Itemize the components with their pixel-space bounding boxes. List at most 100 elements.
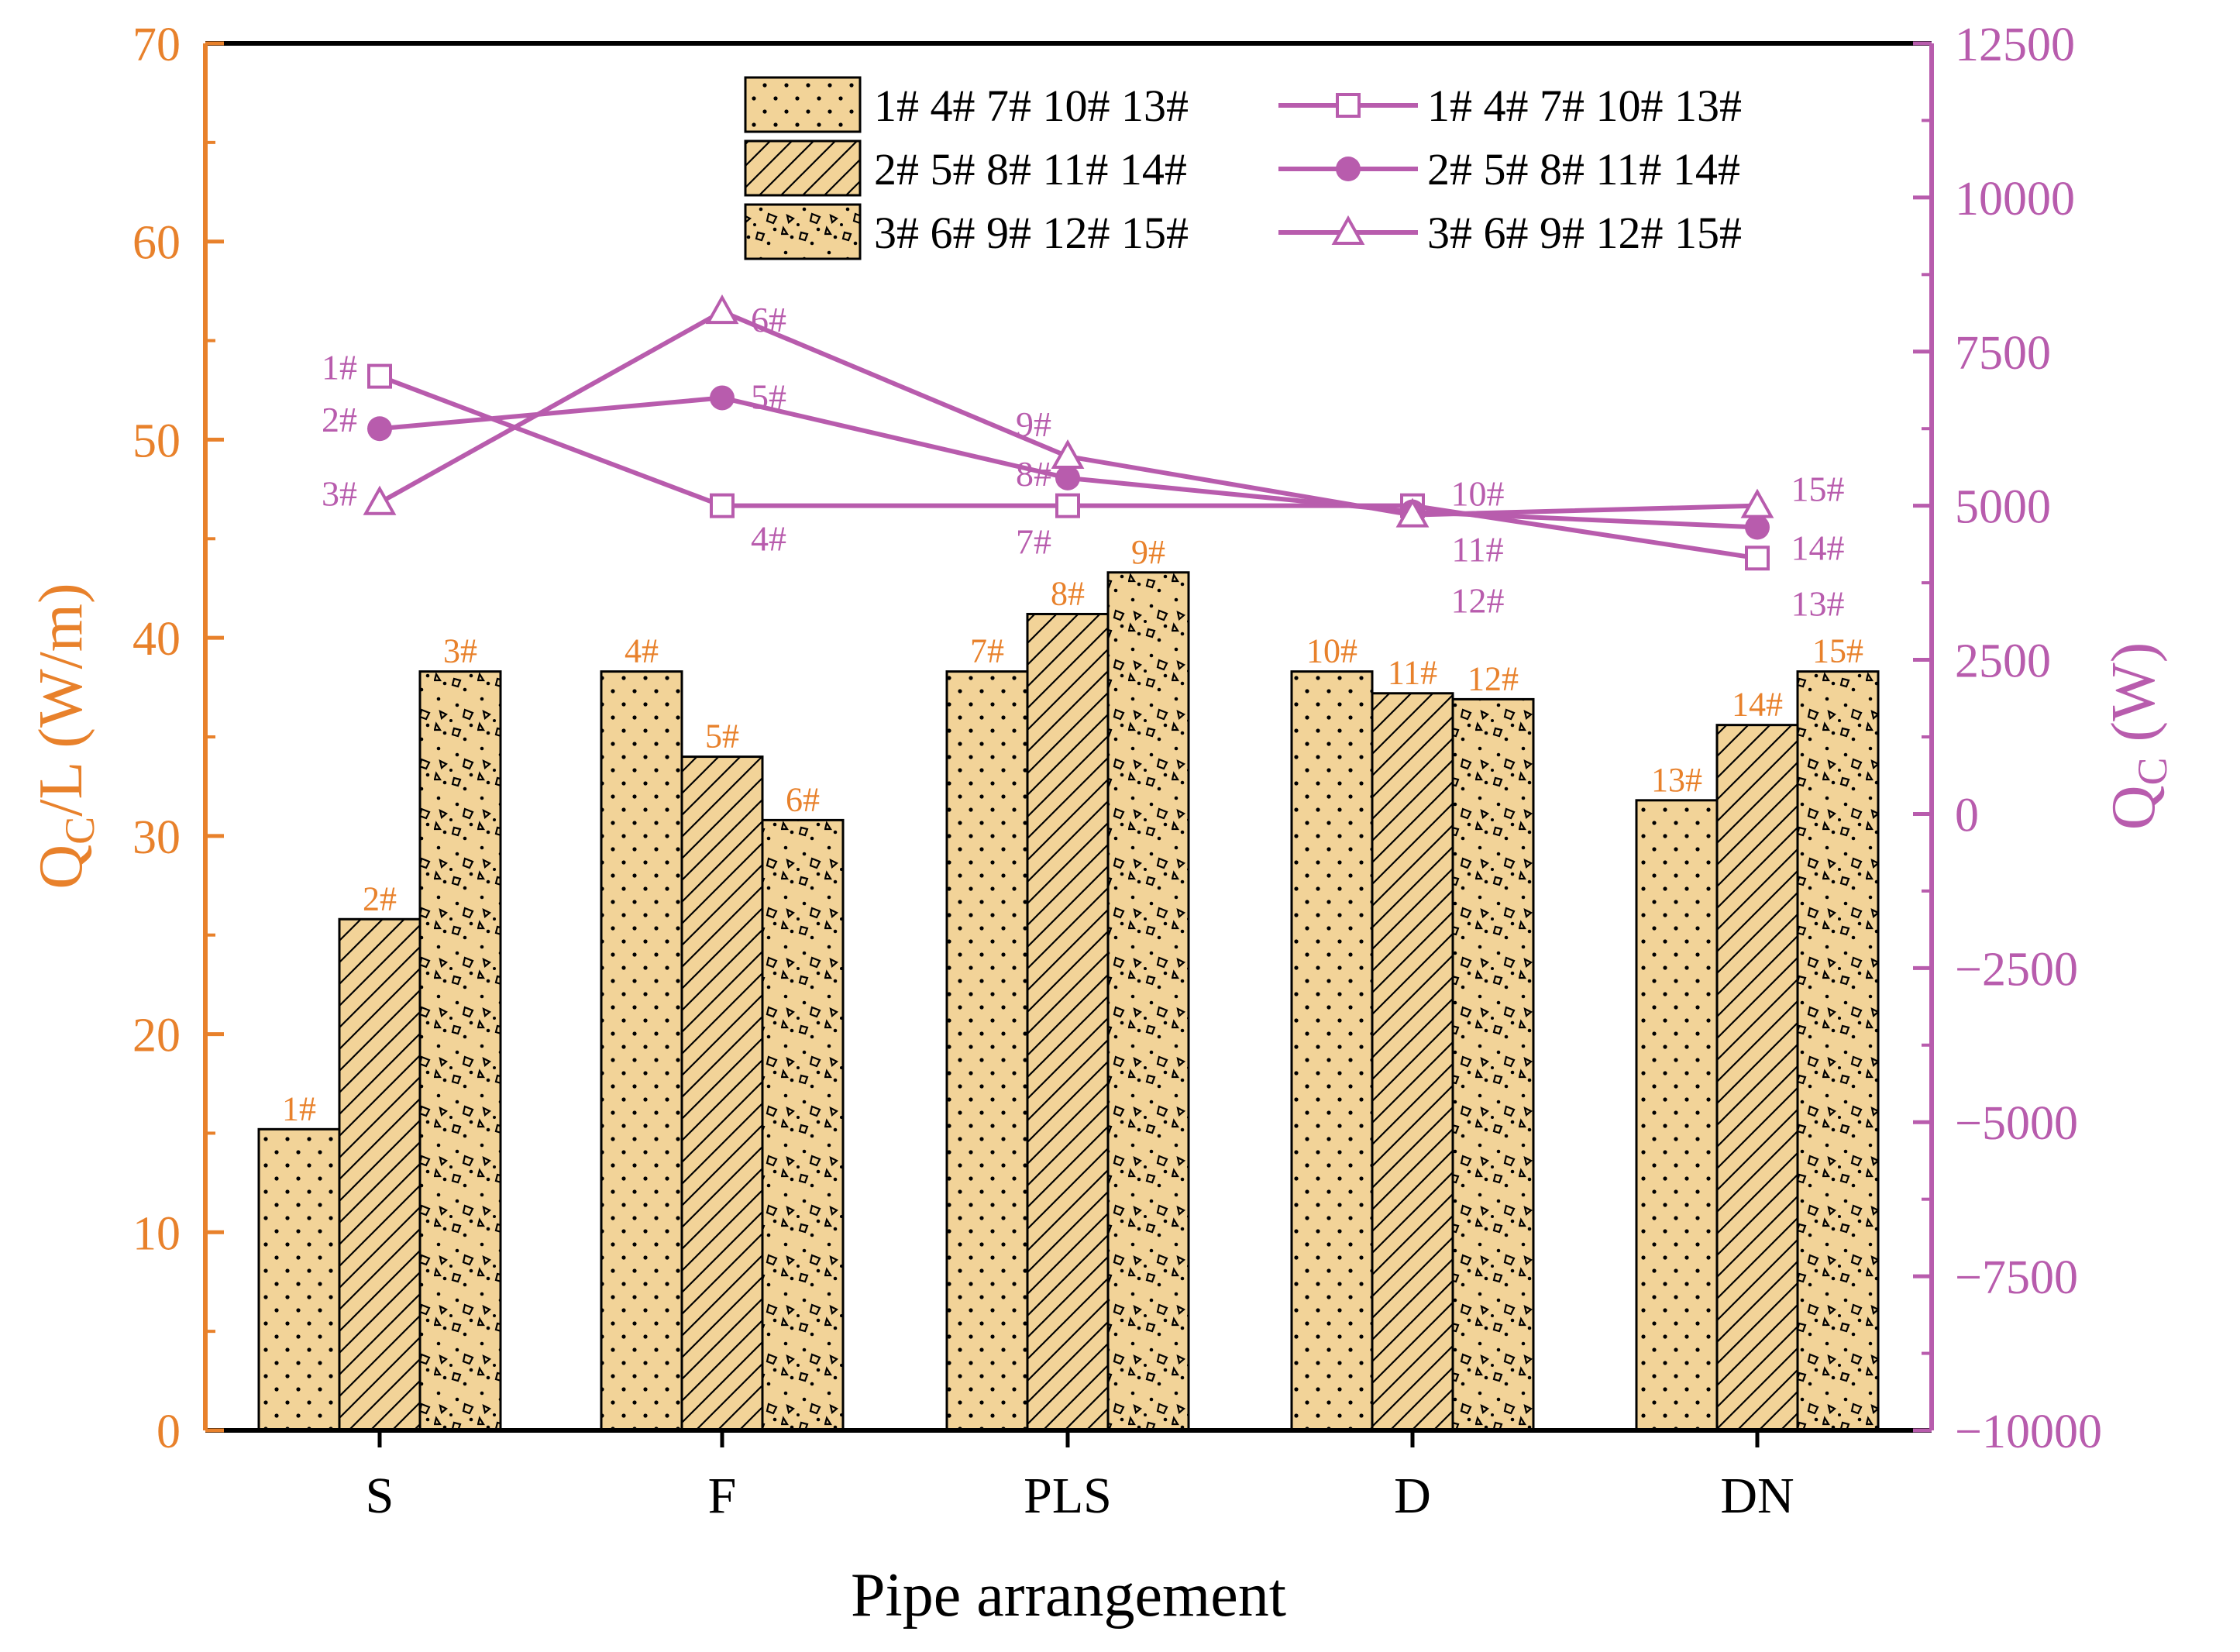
point-data-label: 11# — [1451, 530, 1503, 570]
square-marker — [367, 363, 392, 389]
legend: 1# 4# 7# 10# 13# 2# 5# 8# 11# 14# 3# 6# … — [744, 76, 1742, 260]
circle-marker — [710, 385, 735, 411]
right-tick-label: −10000 — [1955, 1406, 2102, 1458]
left-tick-label: 10 — [132, 1207, 181, 1260]
bar — [257, 1127, 341, 1432]
bar — [1106, 571, 1190, 1432]
triangle-marker — [705, 294, 739, 325]
left-tick-label: 60 — [132, 217, 181, 270]
bar-data-label: 7# — [970, 632, 1004, 670]
right-tick-label: 2500 — [1955, 635, 2051, 688]
bar-data-label: 14# — [1732, 686, 1783, 724]
triangle-marker — [1395, 497, 1430, 528]
legend-label-bar-concrete: 3# 6# 9# 12# 15# — [874, 208, 1189, 258]
point-data-label: 6# — [751, 300, 786, 339]
square-marker — [1055, 493, 1080, 518]
bar — [338, 917, 422, 1432]
bar — [1796, 670, 1880, 1432]
left-tick-label: 30 — [132, 811, 181, 864]
point-label-group: 1# 4# 7# 10# 13# 2# 5# 8# 11# 14# 3# 6# 9# 12# 15# — [322, 300, 1845, 623]
point-data-label: 13# — [1791, 583, 1845, 623]
x-axis-title: Pipe arrangement — [851, 1561, 1286, 1630]
left-axis-title-sub: C — [57, 817, 103, 845]
right-tick-label: −5000 — [1955, 1097, 2078, 1150]
bar-label-group: 1# 4# 7# 10# 13# 2# 5# 8# 11# 14# 3# 6# 9# 12# 15# — [282, 533, 1863, 1128]
point-data-label: 15# — [1791, 470, 1845, 509]
legend-item-line-triangle: 3# 6# 9# 12# 15# — [1278, 208, 1742, 258]
legend-label-line-triangle: 3# 6# 9# 12# 15# — [1427, 208, 1742, 258]
bar-data-label: 13# — [1651, 761, 1702, 799]
point-data-label: 12# — [1451, 581, 1505, 621]
legend-marker-circle — [1336, 157, 1361, 181]
circle-marker — [1745, 515, 1770, 540]
right-axis-title-base: Q — [2100, 786, 2168, 831]
bar — [1715, 724, 1799, 1432]
legend-swatch-hatch — [744, 139, 862, 197]
right-tick-label: 0 — [1955, 789, 1979, 841]
bar-data-label: 6# — [786, 780, 820, 818]
bar-data-label: 15# — [1812, 632, 1863, 670]
bar-data-label: 8# — [1051, 574, 1085, 612]
triangle-marker — [1051, 439, 1085, 470]
right-tick-label: 12500 — [1955, 19, 2075, 71]
bar — [418, 670, 502, 1432]
right-tick-label: −2500 — [1955, 943, 2078, 996]
legend-item-line-square: 1# 4# 7# 10# 13# — [1278, 81, 1742, 131]
left-axis-title-base: Q — [27, 845, 95, 890]
right-tick-label: 10000 — [1955, 173, 2075, 225]
right-tick-label: 7500 — [1955, 327, 2051, 380]
right-axis-title-sub: C — [2129, 757, 2176, 785]
category-axis-ticks: S F PLS D DN — [366, 1430, 1794, 1524]
right-axis-title-rest: (W) — [2100, 642, 2168, 758]
left-axis-title-rest: /L (W/m) — [27, 583, 95, 816]
right-axis-title: QC (W) — [2100, 642, 2176, 831]
square-marker — [1745, 546, 1770, 571]
circle-marker — [1055, 465, 1080, 490]
bar — [600, 670, 683, 1432]
left-tick-label: 50 — [132, 415, 181, 467]
category-tick-label: PLS — [1024, 1468, 1112, 1524]
bar — [761, 818, 845, 1432]
legend-item-bar-hatch: 2# 5# 8# 11# 14# — [744, 139, 1187, 197]
left-tick-label: 40 — [132, 613, 181, 666]
legend-item-bar-dots: 1# 4# 7# 10# 13# — [744, 76, 1189, 133]
right-tick-label: 5000 — [1955, 481, 2051, 534]
legend-item-bar-concrete: 3# 6# 9# 12# 15# — [744, 203, 1189, 260]
legend-item-line-circle: 2# 5# 8# 11# 14# — [1278, 144, 1740, 194]
bar-data-label: 10# — [1306, 632, 1357, 670]
left-tick-label: 0 — [157, 1406, 181, 1458]
left-tick-label: 70 — [132, 19, 181, 71]
circle-marker — [367, 416, 392, 442]
left-axis-ticks: 0 10 20 30 40 50 60 70 — [132, 19, 224, 1458]
bar-data-label: 4# — [625, 632, 659, 670]
point-data-label: 5# — [751, 377, 786, 416]
point-data-label: 7# — [1016, 522, 1051, 562]
bar — [1451, 697, 1535, 1432]
bar — [680, 755, 764, 1432]
legend-label-bar-hatch: 2# 5# 8# 11# 14# — [874, 144, 1187, 194]
legend-swatch-concrete — [744, 203, 862, 260]
bar — [945, 670, 1029, 1432]
point-data-label: 8# — [1016, 454, 1051, 494]
bar-data-label: 9# — [1131, 533, 1165, 571]
triangle-marker — [363, 485, 397, 515]
bar-data-label: 11# — [1388, 654, 1437, 692]
left-axis-title: QC/L (W/m) — [27, 583, 103, 889]
bar-data-label: 12# — [1468, 659, 1519, 697]
right-tick-label: −7500 — [1955, 1251, 2078, 1304]
legend-marker-square — [1336, 93, 1361, 118]
point-data-label: 3# — [322, 474, 357, 514]
legend-label-line-circle: 2# 5# 8# 11# 14# — [1427, 144, 1740, 194]
category-tick-label: S — [366, 1468, 394, 1524]
bar — [1635, 799, 1719, 1432]
category-tick-label: DN — [1720, 1468, 1794, 1524]
point-data-label: 1# — [322, 348, 357, 387]
point-data-label: 10# — [1451, 474, 1505, 514]
category-tick-label: D — [1394, 1468, 1431, 1524]
triangle-marker — [1740, 488, 1774, 518]
category-tick-label: F — [708, 1468, 737, 1524]
point-data-label: 14# — [1791, 528, 1845, 568]
bar-data-label: 3# — [443, 632, 477, 670]
point-data-label: 4# — [751, 519, 786, 559]
